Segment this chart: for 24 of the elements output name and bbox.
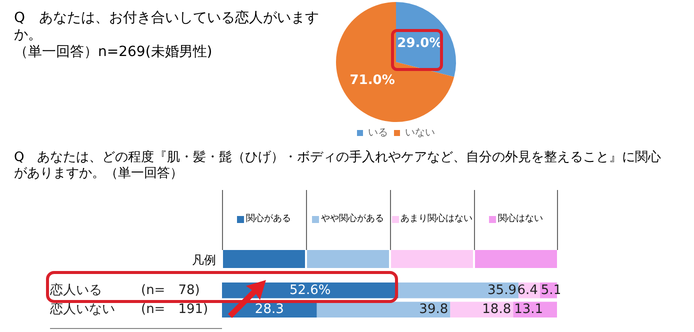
legend-label: やや関心がある xyxy=(321,212,384,226)
text: （単一回答）n=269(未婚男性) xyxy=(14,44,214,61)
data-label: 6.4 xyxy=(517,282,538,298)
text: Q あなたは、お付き合いしている恋人がいますか。 xyxy=(14,10,320,44)
bar xyxy=(398,282,518,298)
legend-label: 関心がある xyxy=(246,212,291,226)
data-label: 28.3 xyxy=(254,302,284,317)
bar xyxy=(316,302,450,318)
legend-title: 凡例 xyxy=(192,252,216,269)
data-label: 71.0% xyxy=(350,72,395,88)
legend-label: いない xyxy=(405,128,435,139)
data-label: 5.1 xyxy=(540,282,562,298)
data-label: 18.8 xyxy=(482,302,512,317)
y-tick-label: 恋人いる (n= 78) xyxy=(49,282,200,298)
chart-title: Q あなたは、どの程度『肌・髪・髭（ひげ）・ボディの手入れやケアなど、自分の外見を整えること』に関心がありますか。（単一回答） xyxy=(14,150,662,182)
data-label: 39.8 xyxy=(419,302,448,317)
data-label: 13.1 xyxy=(514,302,544,317)
data-label: 35.9 xyxy=(488,282,516,298)
data-label: 52.6% xyxy=(289,282,331,298)
data-label: 29.0% xyxy=(397,36,442,51)
legend-label: いる xyxy=(368,128,388,139)
y-tick-label: 恋人いない (n= 191) xyxy=(49,300,208,317)
legend-label: 関心はない xyxy=(498,212,543,226)
legend-label: あまり関心はない xyxy=(400,212,472,226)
